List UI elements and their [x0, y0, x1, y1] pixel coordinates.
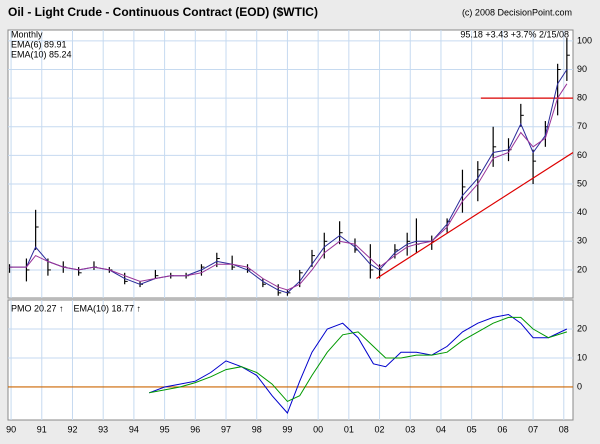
x-tick-label: 03 [405, 424, 415, 434]
x-tick-label: 02 [375, 424, 385, 434]
x-tick-label: 92 [67, 424, 77, 434]
x-tick-label: 95 [160, 424, 170, 434]
y-tick-label: 20 [577, 264, 587, 274]
chart-title: Oil - Light Crude - Continuous Contract … [8, 5, 318, 19]
x-tick-label: 96 [190, 424, 200, 434]
x-tick-label: 08 [559, 424, 569, 434]
credit: (c) 2008 DecisionPoint.com [462, 7, 572, 17]
quote-label: 95.18 +3.43 +3.7% 2/15/08 [460, 29, 569, 39]
x-tick-label: 99 [282, 424, 292, 434]
plot-layer [8, 38, 573, 296]
x-tick-label: 04 [436, 424, 446, 434]
x-tick-label: 06 [497, 424, 507, 434]
x-tick-label: 97 [221, 424, 231, 434]
series-line [9, 83, 568, 291]
x-tick-label: 05 [467, 424, 477, 434]
x-tick-label: 98 [252, 424, 262, 434]
y-tick-label: 60 [577, 150, 587, 160]
period-label: Monthly [11, 29, 43, 39]
legend-entry: EMA(10) 85.24 [11, 49, 72, 59]
legend-entry: EMA(10) 18.77 ↑ [74, 303, 142, 313]
y-tick-label: 20 [577, 323, 587, 333]
series-line [149, 316, 568, 403]
y-tick-label: 10 [577, 352, 587, 362]
trend-line [376, 152, 573, 280]
y-tick-label: 80 [577, 93, 587, 103]
legend-entry: PMO 20.27 ↑ [11, 303, 64, 313]
x-tick-label: 90 [6, 424, 16, 434]
y-tick-label: 70 [577, 121, 587, 131]
plot-area [7, 29, 574, 299]
plot-layer [8, 313, 573, 414]
plot-area [7, 299, 574, 421]
y-tick-label: 90 [577, 64, 587, 74]
series-line [149, 313, 568, 414]
x-tick-label: 00 [313, 424, 323, 434]
x-tick-label: 91 [37, 424, 47, 434]
x-tick-label: 93 [98, 424, 108, 434]
y-tick-label: 40 [577, 207, 587, 217]
x-tick-label: 07 [528, 424, 538, 434]
y-tick-label: 30 [577, 236, 587, 246]
x-tick-label: 94 [129, 424, 139, 434]
y-tick-label: 50 [577, 178, 587, 188]
y-tick-label: 0 [577, 381, 582, 391]
y-tick-label: 100 [577, 35, 592, 45]
legend-entry: EMA(6) 89.91 [11, 39, 67, 49]
x-tick-label: 01 [344, 424, 354, 434]
